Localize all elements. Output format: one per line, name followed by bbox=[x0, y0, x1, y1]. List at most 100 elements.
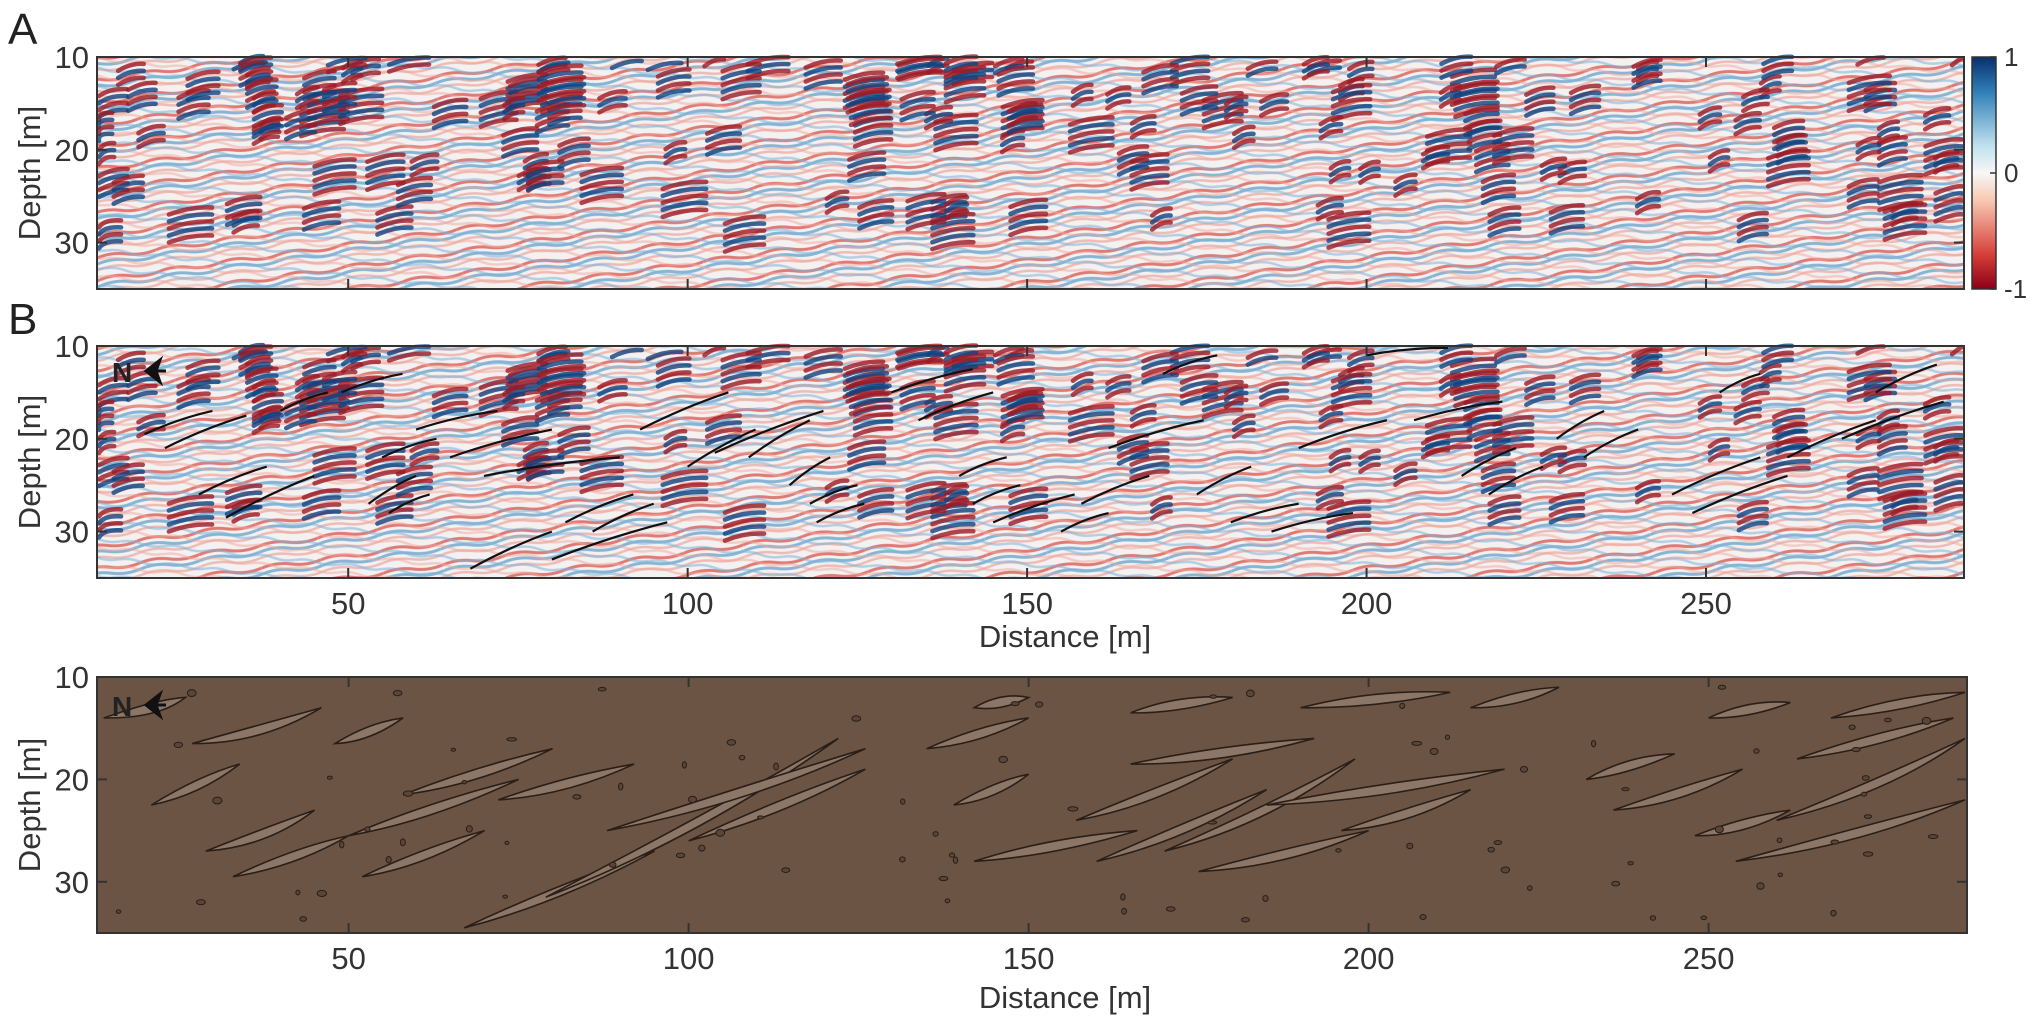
amplitude-stroke bbox=[1765, 176, 1811, 189]
amplitude-stroke bbox=[1539, 452, 1568, 464]
amplitude-stroke bbox=[933, 112, 979, 125]
sketch-pebble bbox=[726, 739, 737, 746]
amplitude-stroke bbox=[1223, 108, 1249, 121]
amplitude-stroke bbox=[847, 164, 887, 176]
amplitude-stroke bbox=[1424, 148, 1473, 160]
amplitude-stroke bbox=[1707, 437, 1731, 449]
amplitude-stroke bbox=[1494, 57, 1527, 69]
amplitude-stroke bbox=[1258, 92, 1290, 104]
amplitude-stroke bbox=[1846, 473, 1880, 485]
amplitude-stroke bbox=[1697, 112, 1723, 124]
amplitude-stroke bbox=[824, 478, 850, 490]
amplitude-stroke bbox=[848, 376, 892, 389]
amplitude-stroke bbox=[244, 72, 271, 85]
amplitude-stroke bbox=[1491, 422, 1535, 434]
amplitude-stroke bbox=[1318, 410, 1344, 423]
axes-frame-a bbox=[96, 56, 1965, 290]
sketch-lenses bbox=[103, 686, 1966, 929]
sketch-pebble bbox=[1034, 701, 1044, 708]
amplitude-stroke bbox=[1315, 202, 1345, 215]
amplitude-stroke bbox=[1008, 486, 1049, 499]
amplitude-stroke bbox=[337, 389, 385, 402]
amplitude-stroke bbox=[1258, 106, 1290, 118]
y-tick-label: 30 bbox=[55, 515, 89, 550]
amplitude-stroke bbox=[111, 483, 146, 496]
amplitude-stroke bbox=[1326, 513, 1372, 525]
sketch-pebble bbox=[1411, 740, 1423, 746]
sketch-lens bbox=[1585, 753, 1675, 781]
amplitude-stroke bbox=[1761, 350, 1795, 363]
amplitude-stroke bbox=[547, 115, 583, 128]
amplitude-stroke bbox=[251, 89, 277, 101]
amplitude-stroke bbox=[1129, 410, 1157, 422]
amplitude-stroke bbox=[704, 138, 743, 150]
amplitude-stroke bbox=[96, 420, 115, 433]
amplitude-stroke bbox=[663, 435, 688, 448]
reflector-line bbox=[992, 493, 1075, 524]
amplitude-stroke bbox=[1765, 169, 1811, 182]
sketch-pebble bbox=[115, 909, 122, 914]
amplitude-stroke bbox=[1169, 357, 1211, 370]
amplitude-stroke bbox=[395, 471, 434, 484]
amplitude-stroke bbox=[525, 180, 565, 192]
x-tick-label: 200 bbox=[1341, 586, 1393, 621]
amplitude-stroke bbox=[1923, 137, 1965, 149]
amplitude-stroke bbox=[251, 96, 277, 108]
amplitude-stroke bbox=[1568, 90, 1602, 103]
amplitude-stroke bbox=[1346, 348, 1375, 361]
amplitude-stroke bbox=[1141, 358, 1179, 371]
amplitude-stroke bbox=[943, 85, 987, 98]
sketch-pebble bbox=[1120, 893, 1126, 901]
amplitude-stroke bbox=[115, 350, 146, 363]
amplitude-stroke bbox=[337, 93, 385, 106]
amplitude-stroke bbox=[660, 186, 709, 199]
amplitude-stroke bbox=[1890, 215, 1919, 228]
amplitude-stroke bbox=[722, 524, 767, 536]
amplitude-stroke bbox=[1129, 114, 1157, 126]
amplitude-stroke bbox=[1438, 379, 1462, 391]
reflector-line bbox=[1060, 511, 1109, 533]
amplitude-stroke bbox=[645, 60, 684, 73]
amplitude-stroke bbox=[996, 375, 1036, 387]
amplitude-stroke bbox=[365, 166, 406, 179]
amplitude-stroke bbox=[1491, 443, 1535, 455]
amplitude-stroke bbox=[1346, 66, 1375, 79]
amplitude-stroke bbox=[302, 364, 337, 377]
amplitude-stroke bbox=[943, 68, 979, 80]
amplitude-stroke bbox=[1129, 403, 1157, 415]
amplitude-stroke bbox=[1568, 386, 1602, 399]
amplitude-stroke bbox=[1129, 159, 1170, 171]
amplitude-stroke bbox=[111, 469, 146, 482]
amplitude-stroke bbox=[1740, 87, 1770, 100]
amplitude-stroke bbox=[502, 109, 526, 122]
amplitude-stroke bbox=[321, 390, 358, 403]
amplitude-stroke bbox=[539, 370, 587, 383]
amplitude-stroke bbox=[1846, 390, 1892, 403]
amplitude-stroke bbox=[992, 345, 1025, 358]
amplitude-stroke bbox=[1201, 111, 1244, 124]
amplitude-stroke bbox=[501, 133, 540, 145]
amplitude-stroke bbox=[431, 386, 469, 399]
amplitude-stroke bbox=[702, 345, 727, 358]
amplitude-stroke bbox=[1634, 485, 1662, 498]
amplitude-stroke bbox=[1463, 104, 1500, 117]
y-axis-label-c: Depth [m] bbox=[12, 738, 47, 872]
amplitude-stroke bbox=[1346, 362, 1375, 375]
amplitude-stroke bbox=[579, 468, 625, 481]
sketch-pebble bbox=[1921, 716, 1932, 725]
sketch-lens bbox=[1300, 690, 1451, 709]
sketch-lens bbox=[971, 695, 1031, 710]
sketch-pebble bbox=[688, 795, 698, 804]
amplitude-stroke bbox=[1328, 172, 1352, 185]
amplitude-stroke bbox=[1179, 373, 1219, 385]
amplitude-stroke bbox=[365, 455, 406, 468]
sketch-lens bbox=[606, 747, 866, 832]
x-tick-label: 200 bbox=[1343, 941, 1395, 976]
amplitude-stroke bbox=[525, 166, 565, 178]
reflector-line bbox=[483, 456, 620, 477]
amplitude-stroke bbox=[1258, 388, 1290, 400]
amplitude-stroke bbox=[1438, 90, 1462, 102]
sketch-pebble bbox=[1649, 915, 1657, 921]
amplitude-stroke bbox=[722, 214, 767, 226]
amplitude-stroke bbox=[1765, 155, 1811, 168]
